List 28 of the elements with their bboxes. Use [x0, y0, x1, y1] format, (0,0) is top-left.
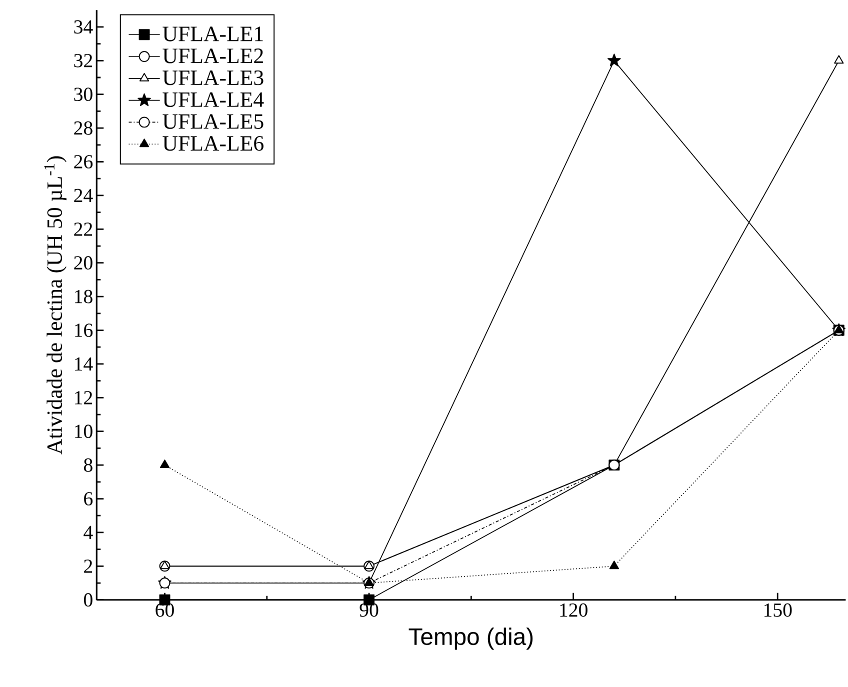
y-tick-label: 16 — [75, 324, 93, 338]
legend-label: UFLA-LE1 — [162, 26, 263, 42]
legend-label: UFLA-LE6 — [162, 136, 264, 152]
y-tick-label: 32 — [74, 54, 92, 68]
y-tick-label: 4 — [84, 526, 93, 540]
y-tick-label: 12 — [75, 391, 92, 404]
legend-label: UFLA-LE2 — [162, 48, 263, 64]
y-tick-label: 0 — [84, 593, 92, 607]
x-tick-label: 150 — [764, 604, 792, 617]
y-tick-label: 18 — [75, 290, 92, 304]
x-axis-title: Tempo (dia) — [408, 628, 533, 650]
y-tick-label: 34 — [74, 20, 93, 34]
legend-label: UFLA-LE3 — [162, 70, 264, 86]
y-tick-label: 2 — [84, 560, 92, 573]
y-tick-label: 6 — [84, 492, 93, 506]
x-tick-label: 120 — [560, 604, 588, 617]
y-tick-label: 20 — [74, 256, 92, 270]
legend-label: UFLA-LE4 — [162, 92, 264, 108]
y-tick-label: 8 — [84, 458, 92, 472]
y-tick-label: 30 — [74, 88, 92, 102]
y-tick-label: 28 — [74, 122, 92, 135]
y-tick-label: 22 — [74, 222, 92, 236]
y-tick-label: 10 — [75, 424, 92, 438]
y-tick-label: 24 — [74, 189, 93, 202]
y-tick-label: 14 — [75, 358, 93, 371]
y-tick-label: 26 — [74, 155, 93, 169]
y-axis-title: Atividade de lectina (UH 50 µL$^{-1}$) — [44, 156, 66, 455]
legend-label: UFLA-LE5 — [162, 114, 264, 130]
